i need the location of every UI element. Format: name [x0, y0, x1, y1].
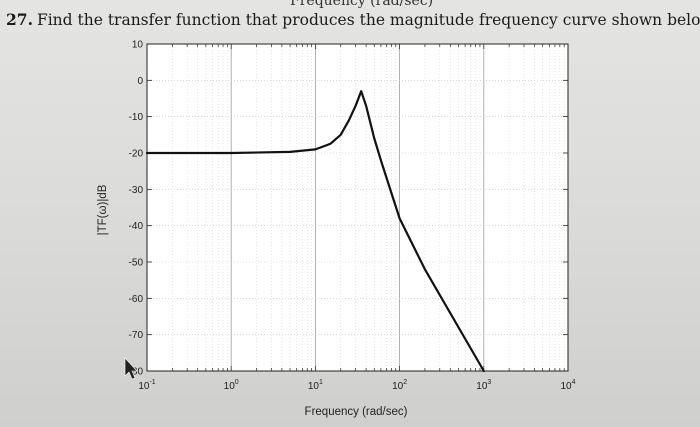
- x-tick-label: 102: [392, 379, 407, 392]
- x-tick-label: 101: [308, 379, 323, 392]
- ticks: [146, 43, 568, 372]
- y-tick-label: -30: [129, 185, 144, 196]
- y-tick-label: -50: [129, 258, 144, 269]
- y-axis-label: |TF(ω)|dB: [97, 184, 109, 235]
- y-tick-label: 0: [137, 76, 143, 87]
- y-tick-label: -70: [129, 330, 144, 341]
- grid: [147, 44, 568, 371]
- y-tick-label: 10: [132, 40, 144, 51]
- problem-statement: 27. Find the transfer function that produ…: [6, 10, 700, 29]
- x-tick-label: 100: [224, 379, 239, 392]
- y-tick-label: -40: [129, 221, 144, 232]
- problem-number: 27.: [6, 10, 33, 29]
- y-tick-label: -80: [129, 367, 144, 378]
- plot-area: [146, 43, 569, 372]
- x-tick-label: 104: [560, 379, 575, 392]
- x-tick-label: 103: [476, 379, 491, 392]
- y-tick-label: -10: [129, 112, 144, 123]
- y-tick-label: -60: [129, 294, 144, 305]
- cut-off-header-text: Frequency (rad/sec): [290, 0, 434, 9]
- x-axis-label: Frequency (rad/sec): [305, 406, 408, 418]
- y-tick-label: -20: [129, 149, 144, 160]
- x-tick-label: 10-1: [138, 379, 155, 392]
- problem-text: Find the transfer function that produces…: [36, 11, 700, 29]
- cursor-arrow-icon: [124, 357, 138, 380]
- magnitude-curve: [145, 90, 485, 373]
